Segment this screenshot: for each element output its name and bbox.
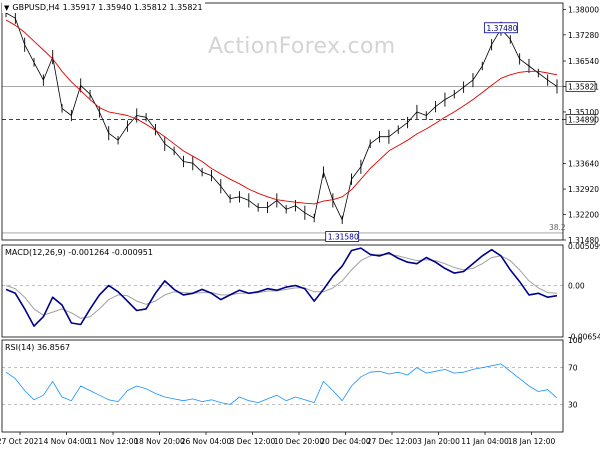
macd-line xyxy=(5,247,558,327)
macd-pane-frame xyxy=(1,244,564,338)
price-axis-label: 1.34890 xyxy=(568,115,599,124)
price-annotation-box xyxy=(484,22,518,34)
rsi-axis-label: 30 xyxy=(568,400,578,409)
time-axis-label: 27 Oct 2021 xyxy=(0,437,43,446)
price-axis-label: 1.35100 xyxy=(568,108,599,117)
time-axis-label: 18 Nov 20:00 xyxy=(134,437,185,446)
price-marker-box xyxy=(565,114,596,125)
price-axis-label: 1.36540 xyxy=(568,57,599,66)
price-line xyxy=(5,12,558,221)
price-marker-box xyxy=(565,81,596,92)
time-axis-label: 18 Jan 12:00 xyxy=(508,437,556,446)
macd-signal-line xyxy=(5,253,558,319)
price-annotation-box xyxy=(325,231,360,242)
time-axis-label: 20 Dec 04:00 xyxy=(320,437,371,446)
grid-layer xyxy=(2,86,563,405)
chart-header: ▼ GBPUSD,H4 1.35917 1.35940 1.35812 1.35… xyxy=(2,2,205,13)
macd-axis-label: 0.00 xyxy=(568,282,585,291)
price-annotation-label: 1.37480 xyxy=(486,24,517,33)
time-axis-label: 26 Nov 04:00 xyxy=(181,437,232,446)
rsi-pane-frame xyxy=(1,339,564,433)
price-annotation-label: 1.31580 xyxy=(328,232,359,241)
price-axis-label: 1.35821 xyxy=(568,82,599,91)
price-axis-label: 1.38000 xyxy=(568,5,599,14)
macd-axis-label: 0.005099 xyxy=(568,242,600,251)
ohlc-readout: 1.35917 1.35940 1.35812 1.35821 xyxy=(62,3,203,12)
rsi-line xyxy=(5,363,558,405)
time-axis-label: 11 Jan 04:00 xyxy=(461,437,509,446)
rsi-axis-label: 100 xyxy=(568,336,583,345)
price-axis-label: 1.32200 xyxy=(568,211,599,220)
series-layer xyxy=(5,8,558,405)
symbol-label: GBPUSD,H4 xyxy=(12,3,60,12)
annotation-layer: 38.2 1.37480 1.31580 xyxy=(325,22,566,242)
fib-level-label: 38.2 xyxy=(549,223,566,232)
watermark-text: ActionForex.com xyxy=(208,34,396,59)
rsi-axis-label: 70 xyxy=(568,364,578,373)
chevron-down-icon[interactable]: ▼ xyxy=(4,3,10,12)
macd-label: MACD(12,26,9) -0.001264 -0.000951 xyxy=(4,248,154,257)
time-axis-label: 3 Dec 12:00 xyxy=(230,437,276,446)
price-axis-label: 1.37280 xyxy=(568,31,599,40)
main-pane-frame xyxy=(1,2,564,241)
time-axis-label: 11 Nov 12:00 xyxy=(88,437,139,446)
time-axis-label: 3 Jan 20:00 xyxy=(417,437,460,446)
time-axis-label: 27 Dec 12:00 xyxy=(367,437,418,446)
rsi-label: RSI(14) 36.8567 xyxy=(4,343,72,352)
price-axis-label: 1.31480 xyxy=(568,236,599,245)
time-axis-label: 4 Nov 04:00 xyxy=(44,437,90,446)
moving-average-line xyxy=(5,19,558,205)
time-axis-label: 10 Dec 20:00 xyxy=(274,437,325,446)
price-axis-label: 1.32920 xyxy=(568,185,599,194)
macd-axis-label: -0.006543 xyxy=(568,333,600,342)
price-axis-label: 1.33640 xyxy=(568,160,599,169)
